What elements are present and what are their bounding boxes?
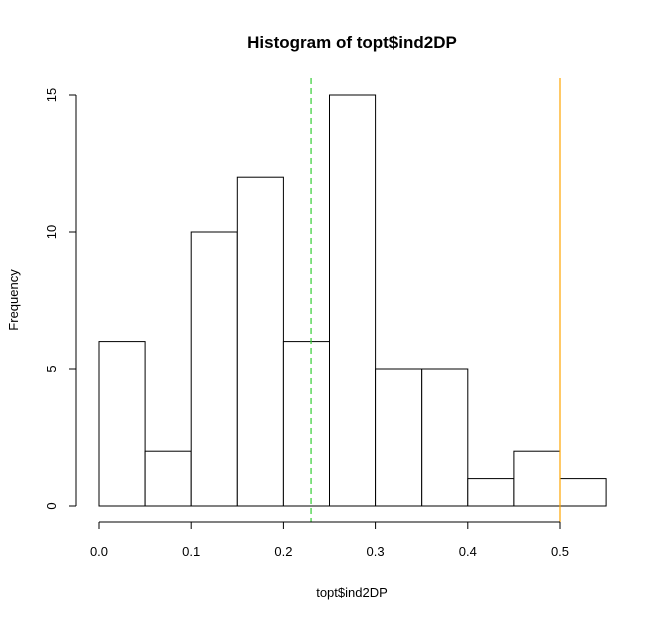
histogram-bar	[98, 341, 146, 507]
x-tick-label: 0.1	[182, 544, 200, 559]
histogram-bar	[236, 176, 284, 507]
bars-group	[98, 94, 607, 507]
reference-lines	[310, 78, 561, 522]
x-tick-label: 0.0	[90, 544, 108, 559]
x-axis: 0.0 0.1 0.2 0.3 0.4 0.5	[90, 521, 569, 559]
x-axis-label: topt$ind2DP	[316, 585, 388, 600]
chart-title: Histogram of topt$ind2DP	[247, 33, 457, 52]
x-tick-label: 0.2	[274, 544, 292, 559]
histogram-bar	[421, 368, 469, 507]
histogram-bar	[329, 94, 377, 507]
y-tick-label: 0	[44, 502, 59, 509]
y-tick-label: 5	[44, 365, 59, 372]
histogram-bar	[375, 368, 423, 507]
y-axis: 0 5 10 15	[44, 88, 77, 510]
histogram-bar	[282, 341, 330, 507]
histogram-bar	[144, 450, 192, 507]
histogram-bar	[559, 478, 607, 507]
histogram-bar	[467, 478, 515, 507]
y-tick-label: 10	[44, 225, 59, 239]
histogram-bar	[513, 450, 561, 507]
y-axis-label: Frequency	[6, 269, 21, 331]
x-tick-label: 0.4	[459, 544, 477, 559]
histogram-bar	[190, 231, 238, 507]
x-tick-label: 0.5	[551, 544, 569, 559]
x-tick-label: 0.3	[367, 544, 385, 559]
y-tick-label: 15	[44, 88, 59, 102]
